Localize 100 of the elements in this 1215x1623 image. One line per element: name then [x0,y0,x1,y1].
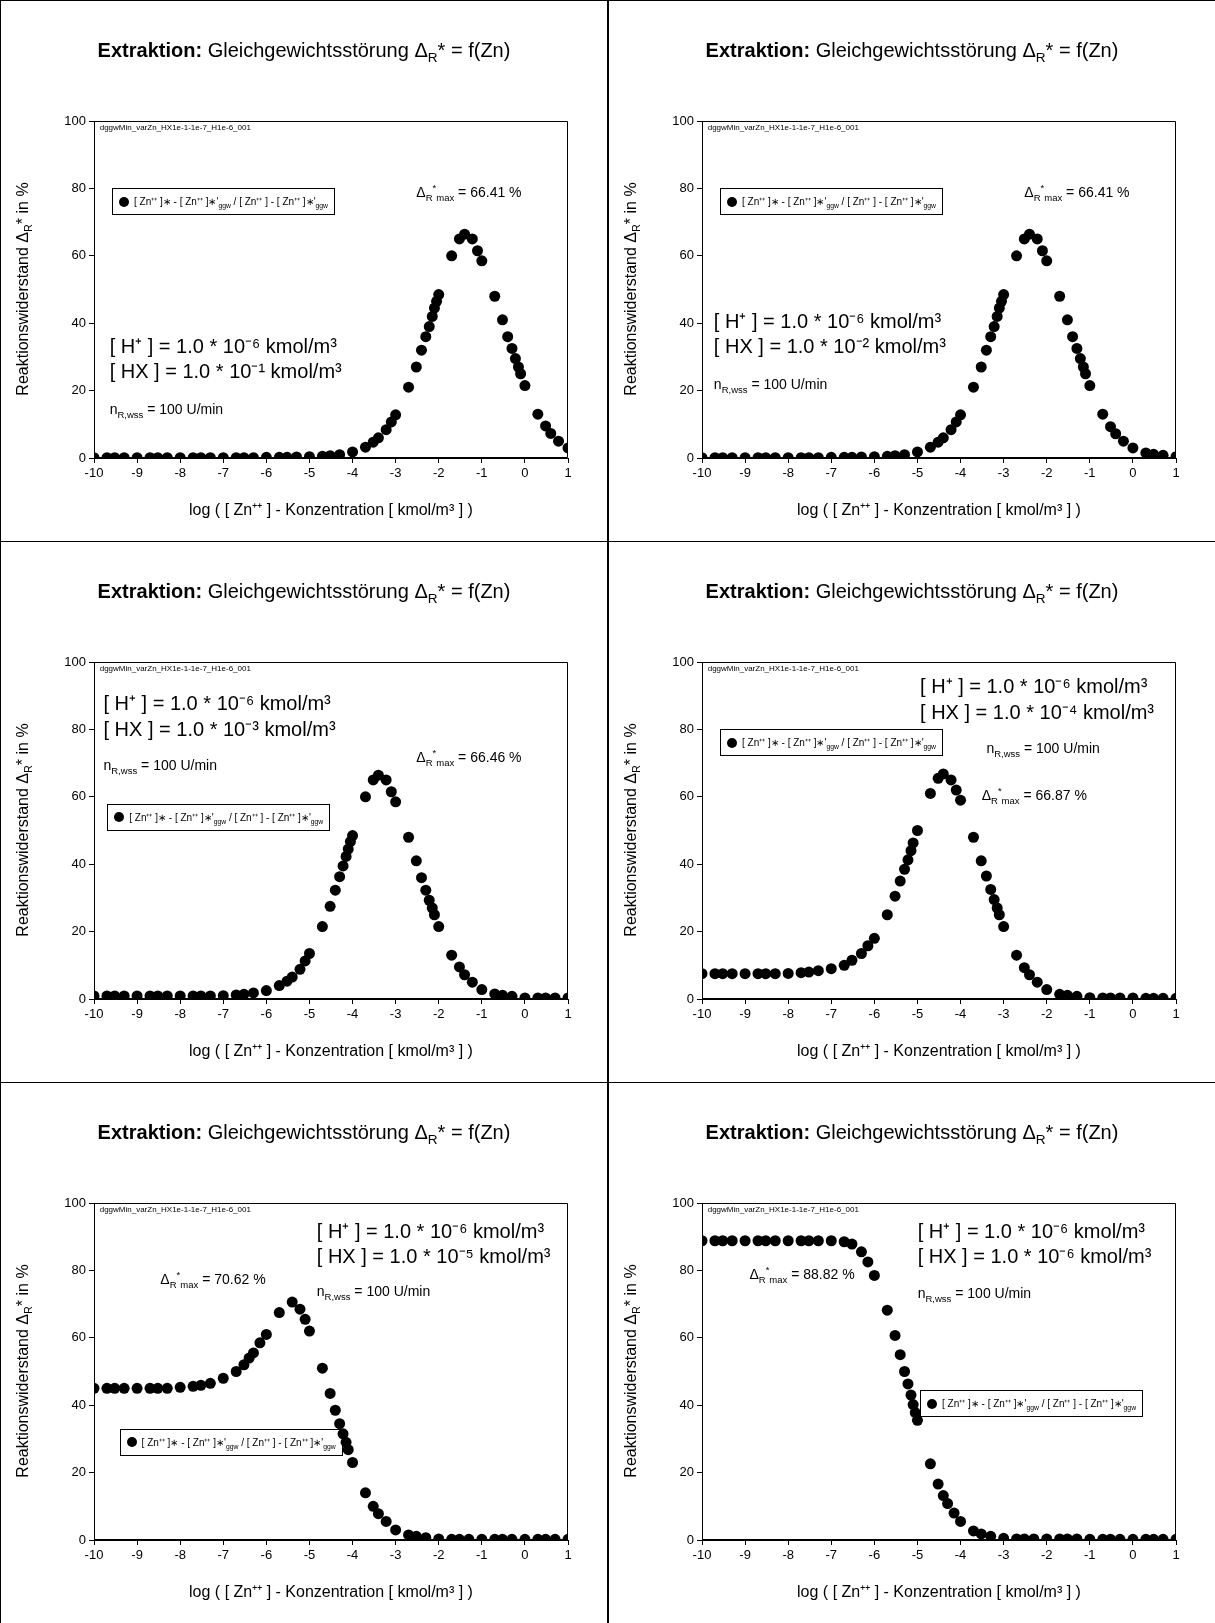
x-tick-label: -10 [692,465,712,481]
x-tick-label: -6 [868,1547,881,1563]
point [955,1515,967,1527]
annotation: [ HX ] = 1.0 * 10⁻¹ kmol/m³ [109,360,342,383]
point [717,968,729,980]
x-tick-label: -8 [782,1547,794,1563]
x-tick-label: -6 [868,465,881,481]
y-tick-label: 40 [71,855,86,871]
point [532,408,544,420]
point [420,884,432,896]
point [899,1366,911,1377]
point [372,432,384,444]
x-tick-label: 1 [564,465,572,481]
y-tick-label: 20 [71,923,86,939]
point [217,990,229,999]
point [260,1328,272,1340]
point [109,1382,121,1394]
point [924,441,936,453]
y-tick-label: 0 [686,449,694,465]
x-tick-label: -7 [825,1006,838,1022]
point [902,1378,914,1390]
point [911,825,923,836]
point [945,774,957,786]
point [998,289,1010,301]
x-tick-label: -6 [868,1006,881,1022]
point [303,1325,315,1337]
y-tick-label: 0 [686,1531,694,1547]
chart-title: Extraktion: Gleichgewichtsstörung Δ$_{R}$* = f(Zn) [96,580,512,606]
point [975,855,987,867]
x-tick-label: -1 [476,1547,488,1563]
point [1127,442,1139,454]
point [380,424,392,436]
x-tick-label: -2 [1040,1547,1053,1563]
point [862,940,874,952]
x-tick-label: -9 [131,1547,143,1563]
point [403,381,415,393]
x-axis-title: log ( [ Zn⁺⁺ ] - Konzentration [ kmol/m³ ] ) [188,1041,474,1061]
point [855,1246,867,1258]
x-tick-label: -8 [174,1006,186,1022]
x-tick-label: -1 [476,465,488,481]
point [453,961,465,973]
point [812,1235,824,1247]
point [316,921,328,933]
chart-title: Extraktion: Gleichgewichtsstörung Δ$_{R}$* = f(Zn) [96,39,512,65]
point [1011,250,1023,262]
x-tick-label: -7 [217,1547,230,1563]
point [359,1487,371,1499]
point [337,860,349,872]
point [372,769,384,781]
x-tick-label: -4 [346,1006,359,1022]
point [803,966,815,978]
point [303,948,315,960]
point [937,768,949,780]
x-tick-label: -4 [954,465,967,481]
x-tick-label: -10 [84,465,104,481]
x-tick-label: -5 [911,1006,924,1022]
annotation: dggwMin_varZn_HX1e-1-1e-7_H1e-6_001 [99,123,251,134]
point [489,290,501,302]
x-tick-label: 0 [1129,1547,1137,1563]
point [825,963,837,975]
point [1074,353,1086,365]
point [739,968,751,980]
y-tick-label: 80 [679,720,694,736]
point [993,909,1005,921]
point [975,361,987,373]
point [812,965,824,977]
x-tick-label: -3 [389,1006,402,1022]
point [955,794,967,806]
x-tick-label: -9 [739,1006,751,1022]
x-tick-label: -5 [911,1547,924,1563]
y-tick-label: 0 [78,990,86,1006]
point [782,1235,794,1247]
point [299,1313,311,1325]
point [1067,331,1079,343]
x-tick-label: -6 [260,1006,273,1022]
point [334,1418,346,1430]
point [1023,228,1035,240]
point [459,228,471,240]
x-tick-label: -10 [692,1547,712,1563]
point [948,1507,960,1519]
x-axis-title: log ( [ Zn⁺⁺ ] - Konzentration [ kmol/m³ ] ) [188,500,474,520]
point [161,990,173,999]
x-tick-label: -7 [217,1006,230,1022]
point [980,870,992,882]
point [294,1303,306,1315]
point [980,344,992,356]
point [911,1414,923,1426]
x-tick-label: -2 [1040,1006,1053,1022]
point [1157,449,1169,458]
point [553,435,565,447]
point [161,1382,173,1394]
y-tick-label: 40 [679,314,694,330]
y-tick-label: 100 [64,1194,86,1210]
x-tick-label: 1 [1172,1547,1180,1563]
point [420,331,432,343]
point [476,984,488,996]
x-tick-label: -10 [692,1006,712,1022]
x-tick-label: 0 [521,1547,529,1563]
point [985,1530,997,1540]
point [273,980,285,992]
